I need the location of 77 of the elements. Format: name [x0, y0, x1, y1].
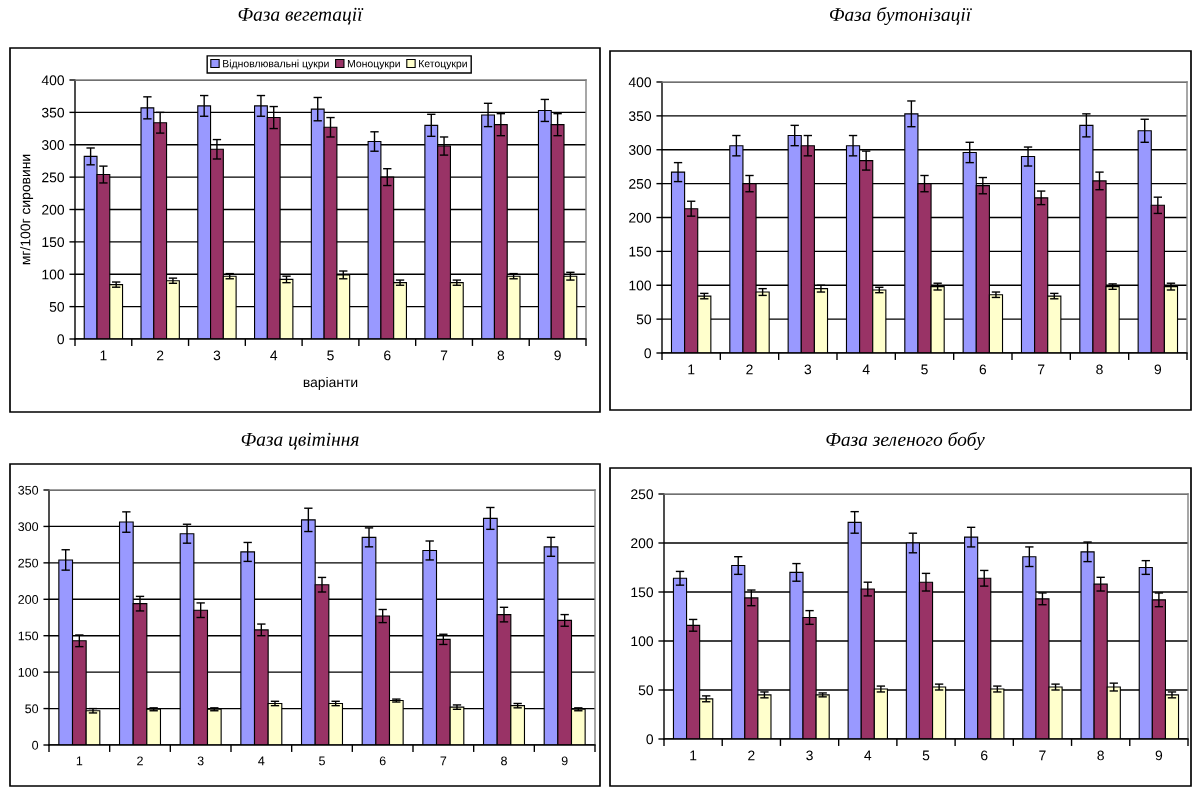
y-tick-label: 400: [41, 75, 65, 86]
y-tick-label: 350: [41, 107, 65, 118]
y-tick-label: 250: [631, 489, 654, 500]
x-tick-label: 6: [981, 750, 988, 761]
y-tick-label: 200: [18, 595, 39, 604]
x-tick-label: 1: [76, 756, 83, 766]
x-tick-label: 1: [690, 750, 697, 761]
y-tick-label: 150: [631, 587, 654, 598]
x-tick-label: 8: [501, 756, 507, 766]
y-tick-label: 0: [57, 334, 65, 345]
x-tick-label: 4: [864, 750, 872, 761]
chart-title: Фаза зеленого бобу: [826, 431, 985, 451]
y-tick-label: 300: [18, 522, 39, 532]
y-tick-label: 350: [18, 485, 39, 495]
y-tick-label: 150: [42, 237, 65, 248]
x-axis-title: варіанти: [303, 376, 358, 390]
y-tick-label: 0: [32, 740, 39, 750]
x-tick-label: 9: [561, 756, 568, 766]
x-tick-label: 4: [258, 756, 265, 766]
x-tick-label: 8: [1096, 364, 1103, 375]
x-tick-label: 6: [379, 756, 386, 766]
x-tick-label: 7: [1038, 364, 1045, 375]
y-tick-label: 350: [628, 111, 652, 122]
legend-label: Кетоцукри: [419, 60, 467, 70]
y-tick-label: 250: [42, 172, 65, 183]
chart-title: Фаза вегетації: [238, 7, 364, 25]
x-tick-label: 9: [1155, 750, 1163, 761]
x-tick-label: 9: [1154, 364, 1162, 375]
x-tick-label: 2: [157, 350, 164, 361]
chart-title: Фаза бутонізації: [829, 6, 972, 26]
y-tick-label: 100: [629, 280, 652, 291]
y-tick-label: 200: [631, 538, 654, 549]
x-tick-label: 6: [384, 350, 391, 361]
y-tick-label: 150: [18, 631, 39, 641]
x-tick-label: 4: [862, 364, 870, 375]
y-tick-label: 0: [646, 734, 654, 745]
x-tick-label: 5: [922, 750, 930, 761]
legend-label: Відновлювальні цукри: [223, 59, 329, 70]
x-tick-label: 7: [1039, 750, 1046, 761]
x-tick-label: 2: [748, 750, 755, 761]
x-tick-label: 7: [440, 350, 448, 361]
x-tick-label: 3: [804, 364, 812, 375]
y-axis-title: мг/100г сировини: [20, 154, 34, 265]
legend-label: Моноцукри: [347, 60, 400, 70]
y-tick-label: 200: [629, 212, 652, 223]
y-tick-label: 400: [628, 77, 652, 88]
y-tick-label: 250: [18, 558, 39, 568]
chart-title: Фаза цвітіння: [241, 432, 359, 450]
x-tick-label: 1: [100, 350, 107, 361]
y-tick-label: 0: [644, 348, 652, 359]
x-tick-label: 8: [1097, 750, 1104, 761]
x-tick-label: 2: [746, 364, 753, 375]
y-tick-label: 250: [629, 178, 652, 189]
x-tick-label: 1: [688, 364, 695, 375]
x-tick-label: 2: [137, 756, 143, 766]
y-tick-label: 100: [42, 269, 65, 280]
x-tick-label: 7: [440, 756, 447, 766]
y-tick-label: 100: [18, 667, 39, 677]
y-tick-label: 50: [636, 314, 652, 325]
x-tick-label: 3: [213, 350, 221, 361]
x-tick-label: 4: [270, 350, 278, 361]
y-tick-label: 300: [41, 140, 65, 150]
y-tick-label: 200: [42, 204, 65, 215]
y-tick-label: 100: [631, 636, 654, 647]
x-tick-label: 6: [979, 364, 987, 375]
x-tick-label: 5: [327, 350, 334, 361]
y-tick-label: 50: [25, 704, 39, 714]
y-tick-label: 50: [638, 685, 654, 696]
y-tick-label: 50: [49, 301, 65, 312]
x-tick-label: 3: [806, 750, 813, 761]
x-tick-label: 5: [319, 756, 325, 766]
x-tick-label: 5: [921, 364, 928, 375]
x-tick-label: 8: [497, 350, 505, 361]
y-tick-label: 150: [629, 246, 652, 257]
x-tick-label: 3: [197, 756, 204, 766]
x-tick-label: 9: [554, 350, 561, 361]
y-tick-label: 300: [628, 145, 652, 155]
